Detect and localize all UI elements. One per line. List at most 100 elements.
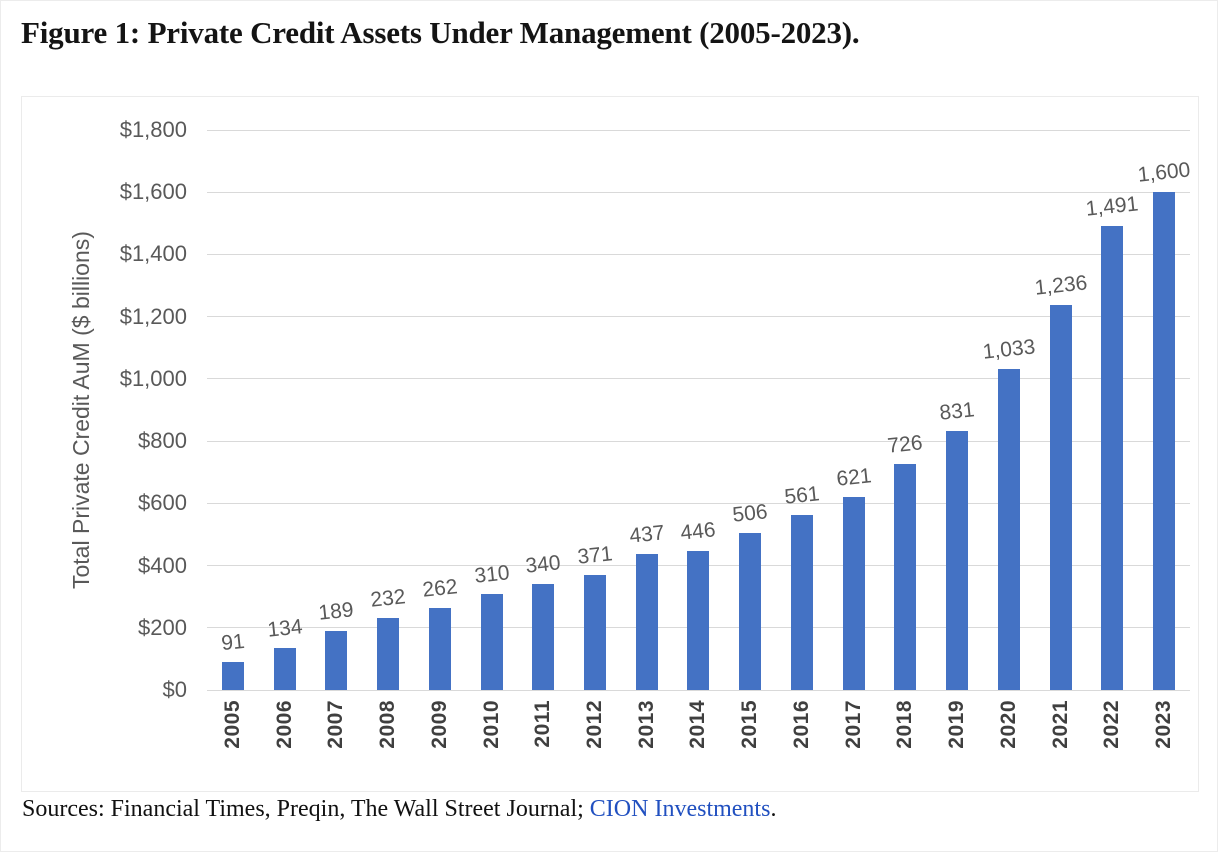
bar-column-2009: 262 [414,130,466,690]
bar-2020 [997,369,1020,690]
data-label-2007: 189 [317,598,355,625]
x-axis-label-2020: 2020 [996,700,1020,749]
x-axis-label-2023: 2023 [1152,700,1176,749]
x-axis-label-2007: 2007 [324,700,348,749]
source-text-suffix: . [770,796,777,822]
bar-2005 [221,662,244,690]
bar-2010 [480,594,503,690]
plot-area: 91 134 189 232 262 310 340 371 437 446 506 561 621 72… [207,129,1192,691]
y-axis-tick-label: $1,200 [119,303,187,329]
y-axis-tick-labels: $0 $200 $400 $600 $800 $1,000 $1,200 $1,400 $1,6… [22,97,187,793]
x-label-cell-2012: 2012 [569,700,621,784]
data-label-2011: 340 [524,551,562,578]
chart-panel: Total Private Credit AuM ($ billions) $0… [21,96,1199,792]
bar-2009 [428,608,451,690]
x-axis-label-2016: 2016 [789,700,813,749]
x-axis-label-2010: 2010 [479,700,503,749]
x-label-cell-2007: 2007 [310,700,362,784]
bar-column-2023: 1,600 [1136,130,1192,690]
gridline-600 [207,502,1190,504]
bar-2021 [1049,305,1072,690]
data-label-2005: 91 [220,629,246,656]
bar-2017 [842,497,865,690]
gridline-1400 [207,253,1190,255]
y-axis-tick-label: $1,400 [119,241,187,267]
bar-column-2014: 446 [673,130,725,690]
x-axis-label-2021: 2021 [1048,700,1072,749]
figure-title: Figure 1: Private Credit Assets Under Ma… [21,15,860,50]
gridline-1200 [207,316,1190,318]
data-label-2009: 262 [421,575,459,602]
data-label-2016: 561 [783,482,821,509]
bar-2013 [635,554,658,690]
x-label-cell-2022: 2022 [1086,700,1138,784]
bar-column-2016: 561 [776,130,828,690]
x-axis-label-2019: 2019 [945,700,969,749]
x-label-cell-2018: 2018 [880,700,932,784]
bar-2016 [790,515,813,690]
y-axis-tick-label: $800 [138,428,187,454]
data-label-2023: 1,600 [1136,158,1192,187]
x-label-cell-2008: 2008 [362,700,414,784]
bar-2007 [325,631,348,690]
data-label-2008: 232 [369,585,407,612]
bar-column-2006: 134 [259,130,311,690]
x-axis-label-2008: 2008 [376,700,400,749]
bar-2018 [894,464,917,690]
x-label-cell-2017: 2017 [828,700,880,784]
x-label-cell-2015: 2015 [724,700,776,784]
bar-column-2021: 1,236 [1033,130,1088,690]
gridline-800 [207,440,1190,442]
x-label-cell-2011: 2011 [517,700,569,784]
bar-column-2007: 189 [310,130,362,690]
x-label-cell-2021: 2021 [1035,700,1087,784]
bar-2012 [584,575,606,690]
x-label-cell-2014: 2014 [673,700,725,784]
x-axis-label-2018: 2018 [893,700,917,749]
bar-column-2015: 506 [724,130,776,690]
x-label-cell-2020: 2020 [983,700,1035,784]
source-link-cion-investments[interactable]: CION Investments [589,796,771,822]
bars-layer: 91 134 189 232 262 310 340 371 437 446 506 561 621 72… [207,130,1192,690]
data-label-2015: 506 [731,500,769,527]
bar-2011 [532,584,555,690]
source-text-prefix: Sources: Financial Times, Preqin, The Wa… [22,796,590,822]
data-label-2018: 726 [886,431,925,458]
y-axis-tick-label: $1,000 [119,365,187,391]
gridline-0 [207,689,1190,691]
x-axis-label-2012: 2012 [583,700,606,749]
bar-column-2008: 232 [362,130,414,690]
x-axis-label-2009: 2009 [427,700,451,749]
y-axis-tick-label: $1,600 [119,179,187,205]
bar-2015 [739,533,762,690]
bar-2014 [687,551,710,690]
x-axis-label-2013: 2013 [634,700,658,749]
x-label-cell-2005: 2005 [207,700,259,784]
x-label-cell-2006: 2006 [259,700,311,784]
data-label-2013: 437 [628,521,666,548]
y-axis-tick-label: $600 [138,490,187,516]
x-axis-label-2022: 2022 [1100,700,1124,749]
y-axis-tick-label: $400 [138,552,187,578]
bar-2006 [273,648,296,690]
bar-column-2013: 437 [621,130,673,690]
data-label-2020: 1,033 [981,335,1037,364]
data-label-2021: 1,236 [1033,271,1088,300]
bar-column-2012: 371 [569,130,621,690]
x-axis-labels: 2005 2006 2007 2008 2009 2010 2011 2012 2013 2014… [207,700,1190,784]
bar-column-2011: 340 [517,130,569,690]
x-axis-label-2006: 2006 [272,700,296,749]
bar-2019 [946,431,969,690]
y-axis-tick-label: $200 [138,614,187,640]
bar-column-2017: 621 [828,130,880,690]
x-axis-label-2015: 2015 [738,700,762,749]
x-axis-label-2017: 2017 [841,700,865,749]
x-label-cell-2023: 2023 [1138,700,1190,784]
gridline-1600 [207,191,1190,193]
bar-column-2020: 1,033 [981,130,1037,690]
x-axis-label-2014: 2014 [686,700,710,749]
bar-column-2022: 1,491 [1085,130,1140,690]
bar-2008 [377,618,400,690]
bar-column-2019: 831 [931,130,983,690]
